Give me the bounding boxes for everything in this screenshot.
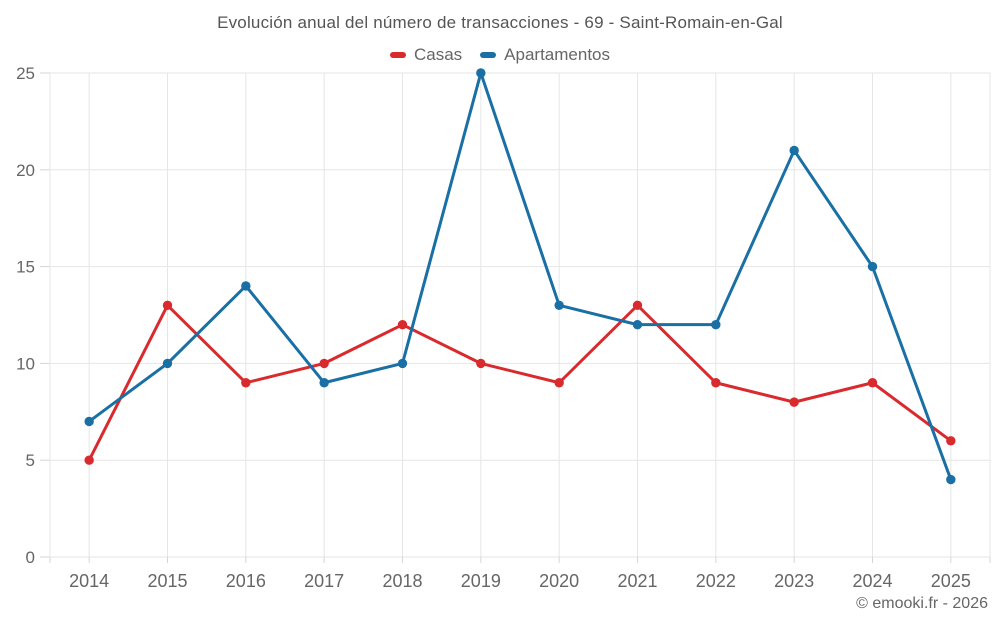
x-axis-label: 2019 — [461, 571, 501, 591]
legend-label-casas: Casas — [413, 45, 463, 64]
data-point-apartamentos[interactable] — [84, 416, 94, 427]
data-point-casas[interactable] — [241, 378, 251, 388]
data-point-apartamentos[interactable] — [397, 358, 408, 369]
data-point-apartamentos[interactable] — [554, 300, 564, 311]
data-point-apartamentos[interactable] — [867, 261, 878, 272]
y-axis-label: 15 — [16, 258, 35, 277]
data-point-casas[interactable] — [397, 319, 408, 330]
data-point-apartamentos[interactable] — [789, 145, 799, 156]
data-point-apartamentos[interactable] — [319, 378, 329, 388]
data-point-apartamentos[interactable] — [946, 474, 956, 485]
credits-link[interactable]: © emooki.fr - 2026 — [856, 595, 988, 612]
data-point-apartamentos[interactable] — [632, 319, 643, 330]
data-point-casas[interactable] — [946, 436, 956, 446]
x-axis-label: 2015 — [147, 571, 187, 591]
data-point-casas[interactable] — [867, 378, 878, 388]
series-line-casas — [87, 303, 953, 462]
legend-item-casas[interactable]: Casas — [389, 45, 463, 65]
data-point-apartamentos[interactable] — [711, 319, 721, 330]
data-point-casas[interactable] — [789, 397, 799, 407]
x-axis-label: 2016 — [226, 571, 266, 591]
data-point-casas[interactable] — [84, 455, 94, 465]
y-axis-label: 5 — [26, 451, 35, 470]
data-point-apartamentos[interactable] — [241, 281, 251, 291]
data-point-casas[interactable] — [632, 300, 643, 311]
y-axis-label: 25 — [16, 64, 35, 83]
data-point-casas[interactable] — [162, 300, 173, 311]
data-point-casas[interactable] — [476, 358, 486, 369]
data-point-casas[interactable] — [319, 358, 329, 369]
data-point-casas[interactable] — [711, 378, 721, 388]
x-axis-label: 2022 — [696, 571, 736, 591]
x-axis-label: 2020 — [539, 571, 579, 591]
y-axis-label: 0 — [26, 548, 35, 567]
data-point-apartamentos[interactable] — [162, 358, 173, 369]
y-axis-label: 20 — [16, 161, 35, 180]
legend-item-apartamentos[interactable]: Apartamentos — [480, 45, 610, 65]
chart-title: Evolución anual del número de transaccio… — [217, 13, 783, 32]
x-axis-label: 2018 — [382, 571, 422, 591]
y-axis-label: 10 — [16, 354, 35, 373]
x-axis-label: 2024 — [852, 571, 892, 591]
series-line-apartamentos — [87, 71, 953, 482]
legend-swatch-apartamentos-icon — [480, 52, 497, 58]
legend-label-apartamentos: Apartamentos — [504, 45, 611, 64]
x-axis-label: 2014 — [69, 571, 109, 591]
x-axis-label: 2025 — [931, 571, 971, 591]
legend-swatch-casas-icon — [389, 52, 406, 58]
x-axis-label: 2021 — [617, 571, 657, 591]
x-axis-label: 2023 — [774, 571, 814, 591]
legend: Casas Apartamentos — [0, 45, 1000, 65]
data-point-casas[interactable] — [554, 378, 564, 388]
x-axis-label: 2017 — [304, 571, 344, 591]
data-point-apartamentos[interactable] — [476, 68, 486, 78]
